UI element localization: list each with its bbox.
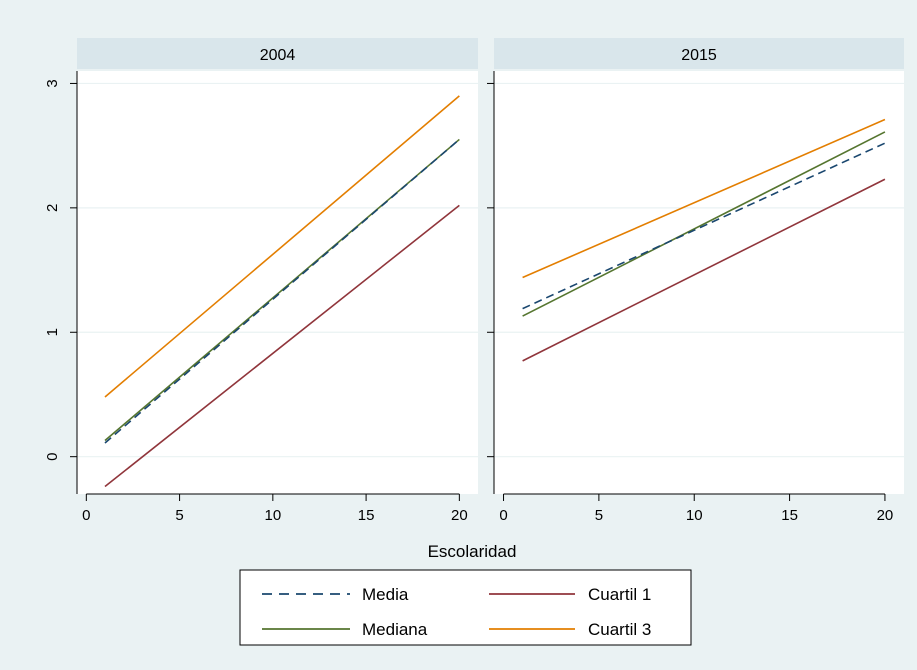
- legend-box: [239, 569, 692, 646]
- series-line-cuartil-3: [104, 95, 460, 398]
- panel-2004: 2004 0 5 10 15 20 0 1 2 3: [44, 38, 478, 524]
- panel-strip: [494, 38, 904, 69]
- x-tick-label: 0: [82, 507, 90, 524]
- x-tick-label: 10: [264, 507, 281, 524]
- series-line-media: [522, 142, 886, 310]
- x-axis-title: Escolaridad: [428, 542, 517, 561]
- x-tick-label: 10: [686, 507, 703, 524]
- series-line-cuartil-1: [522, 178, 886, 362]
- y-tick-label: 2: [44, 204, 61, 212]
- x-tick-label: 15: [358, 507, 375, 524]
- series-line-cuartil-1: [104, 204, 460, 488]
- plot-area: [494, 71, 904, 494]
- legend-label-mediana: Mediana: [362, 620, 428, 639]
- y-tick-label: 3: [44, 79, 61, 87]
- series-line-mediana: [522, 131, 886, 317]
- panel-title: 2004: [260, 47, 296, 64]
- x-tick-label: 5: [595, 507, 603, 524]
- panel-2015: 2015 0 5 10 15 20: [487, 38, 904, 524]
- legend-label-cuartil-1: Cuartil 1: [588, 585, 651, 604]
- x-tick-label: 5: [175, 507, 183, 524]
- legend: Media Cuartil 1 Mediana Cuartil 3: [239, 569, 692, 646]
- panels: 2004 0 5 10 15 20 0 1 2 3 2015 0 5 10 15 20: [44, 38, 904, 524]
- series-line-mediana: [104, 138, 460, 442]
- panel-strip: [77, 38, 478, 69]
- series-line-cuartil-3: [522, 118, 886, 279]
- panel-title: 2015: [681, 47, 717, 64]
- x-tick-label: 20: [451, 507, 468, 524]
- x-tick-label: 15: [781, 507, 798, 524]
- legend-label-media: Media: [362, 585, 409, 604]
- plot-area: [77, 71, 478, 494]
- y-tick-label: 1: [44, 328, 61, 336]
- x-tick-label: 0: [499, 507, 507, 524]
- x-tick-label: 20: [877, 507, 894, 524]
- legend-label-cuartil-3: Cuartil 3: [588, 620, 651, 639]
- y-tick-label: 0: [44, 453, 61, 461]
